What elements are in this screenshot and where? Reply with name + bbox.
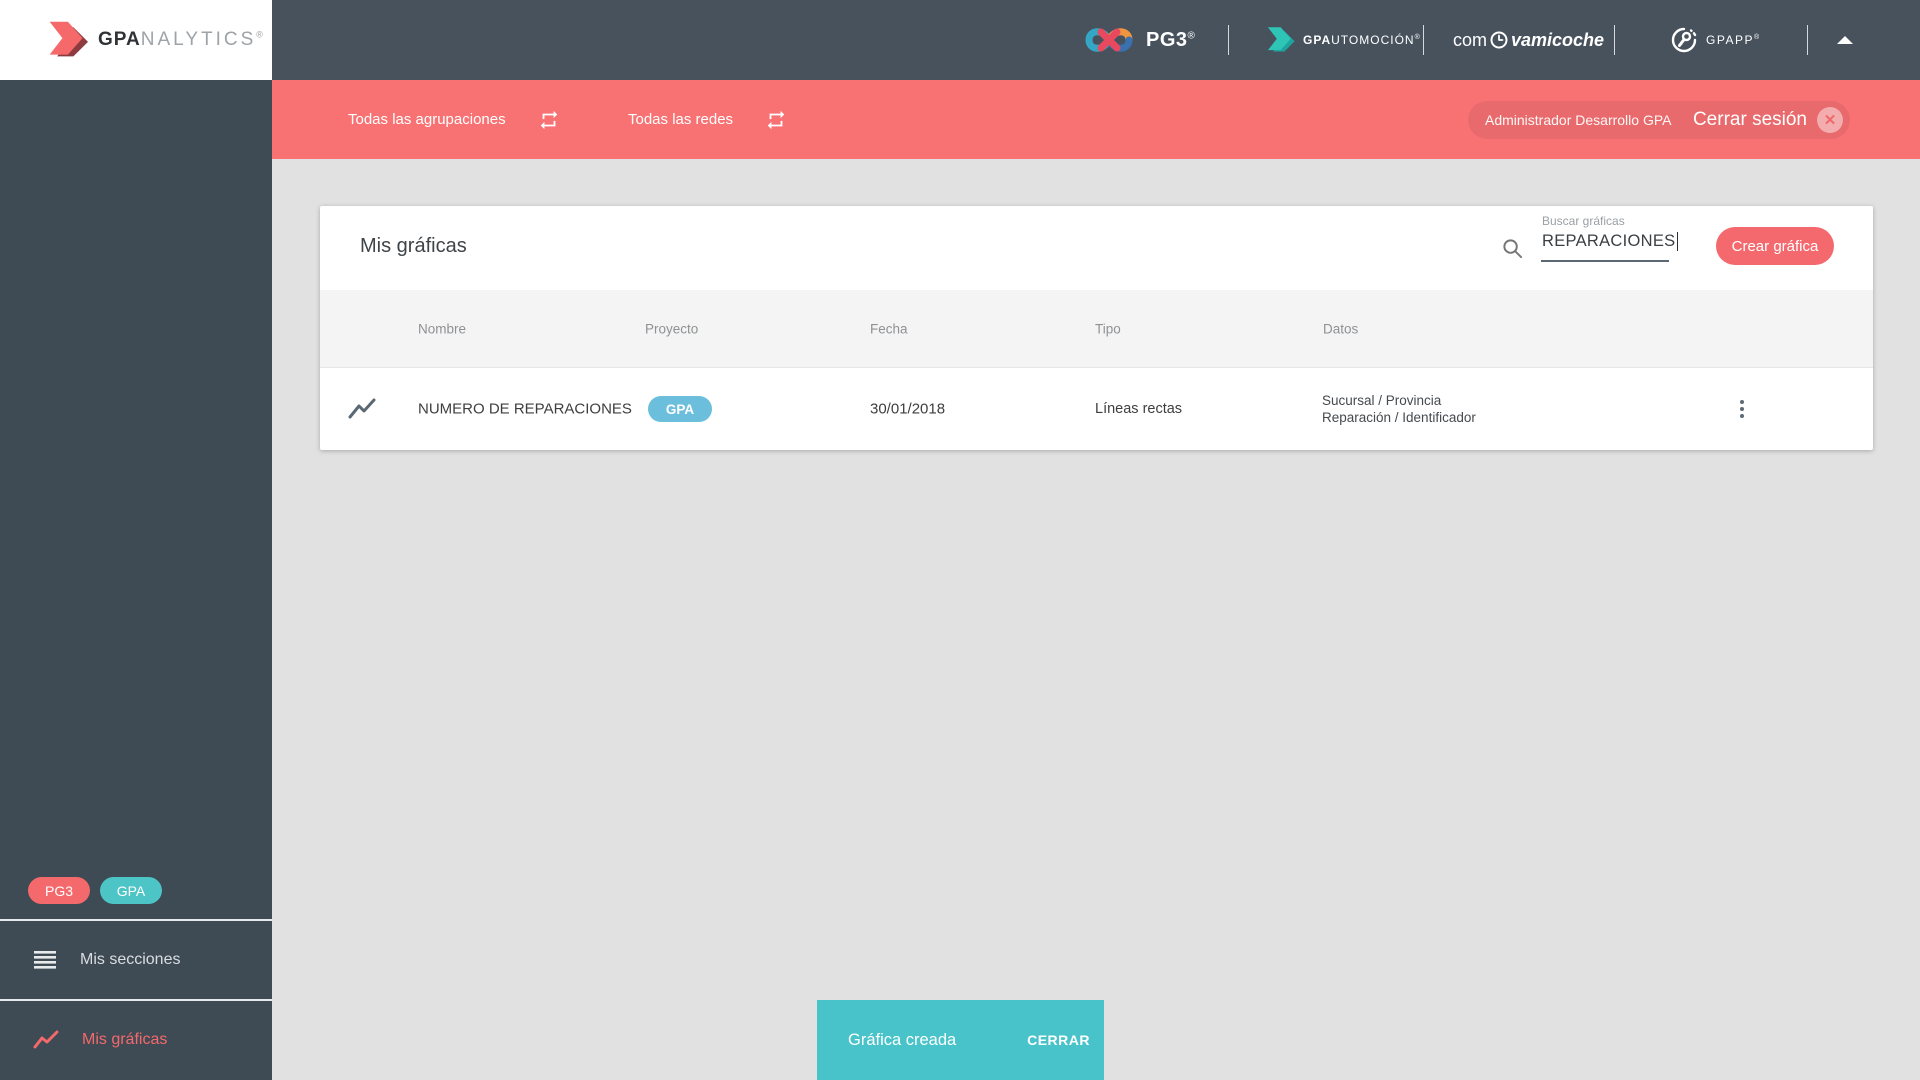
search-icon <box>1501 237 1524 265</box>
logout-button[interactable]: Cerrar sesión <box>1692 109 1807 130</box>
current-user-name: Administrador Desarrollo GPA <box>1485 112 1672 128</box>
sidebar-badge-gpa[interactable]: GPA <box>100 877 162 904</box>
sidebar: PG3 GPA Mis secciones Mis gráficas <box>0 80 272 1080</box>
header-divider <box>1228 25 1229 55</box>
gpautomocion-logo: GPAUTOMOCIÓN® <box>1265 0 1421 80</box>
table-row[interactable]: NUMERO DE REPARACIONES GPA 30/01/2018 Lí… <box>320 368 1873 450</box>
gpanalytics-arrow-icon <box>46 19 88 61</box>
cell-tipo: Líneas rectas <box>1095 401 1183 417</box>
sidebar-item-mis-secciones[interactable]: Mis secciones <box>0 921 272 999</box>
repeat-icon <box>538 109 560 131</box>
header-divider <box>1423 25 1424 55</box>
gpautomocion-arrow-icon <box>1265 26 1295 54</box>
sidebar-divider <box>0 919 272 921</box>
cell-proyecto: GPA <box>648 396 712 422</box>
filter-bar: Todas las agrupaciones Todas las redes A… <box>272 80 1920 159</box>
pg3-logo: PG3® <box>1082 0 1195 80</box>
chart-line-icon <box>347 397 377 421</box>
sidebar-item-label: Mis secciones <box>80 951 181 968</box>
header-divider <box>1807 25 1808 55</box>
project-badge: GPA <box>648 396 712 422</box>
column-header-datos: Datos <box>1323 321 1359 336</box>
sidebar-item-mis-graficas[interactable]: Mis gráficas <box>0 1001 272 1079</box>
column-header-tipo: Tipo <box>1095 321 1121 336</box>
row-more-options-icon[interactable] <box>1734 394 1750 424</box>
datos-line-2: Reparación / Identificador <box>1322 410 1476 425</box>
collapse-up-icon[interactable] <box>1837 36 1853 44</box>
column-header-proyecto: Proyecto <box>645 321 699 336</box>
cell-datos: Sucursal / Provincia Reparación / Identi… <box>1322 392 1476 426</box>
compravamicoche-logo: com vamicoche <box>1453 29 1605 50</box>
gpapp-wrench-icon <box>1670 26 1698 54</box>
search-input[interactable]: REPARACIONES <box>1542 232 1678 251</box>
sidebar-divider <box>0 999 272 1001</box>
page-title: Mis gráficas <box>360 235 467 257</box>
gpapp-logo: GPAPP® <box>1670 0 1761 80</box>
snackbar: Gráfica creada CERRAR <box>817 1000 1104 1080</box>
groupings-filter[interactable]: Todas las agrupaciones <box>348 80 560 159</box>
header-divider <box>1614 25 1615 55</box>
chart-line-icon <box>33 1030 59 1050</box>
search-underline <box>1541 260 1669 262</box>
networks-filter[interactable]: Todas las redes <box>628 80 787 159</box>
sidebar-badge-pg3[interactable]: PG3 <box>28 877 90 904</box>
pg3-infinity-icon <box>1082 23 1136 57</box>
logout-close-icon[interactable]: ✕ <box>1817 107 1843 133</box>
snackbar-close-button[interactable]: CERRAR <box>1027 1032 1090 1048</box>
header-collapse <box>1837 0 1853 80</box>
sidebar-item-label: Mis gráficas <box>82 1031 168 1048</box>
menu-icon <box>33 950 57 970</box>
column-header-nombre: Nombre <box>418 321 467 336</box>
text-cursor <box>1676 232 1678 251</box>
cell-nombre: NUMERO DE REPARACIONES <box>418 400 632 418</box>
gpanalytics-wordmark: GPANALYTICS® <box>98 29 264 50</box>
clock-icon <box>1489 30 1509 50</box>
table-header: Nombre Proyecto Fecha Tipo Datos <box>320 290 1873 368</box>
column-header-fecha: Fecha <box>870 321 908 336</box>
datos-line-1: Sucursal / Provincia <box>1322 393 1442 408</box>
search-field-label: Buscar gráficas <box>1542 214 1625 228</box>
snackbar-message: Gráfica creada <box>848 1030 957 1049</box>
cell-fecha: 30/01/2018 <box>870 400 946 418</box>
gpanalytics-logo: GPANALYTICS® <box>0 0 272 80</box>
create-chart-button[interactable]: Crear gráfica <box>1716 227 1834 265</box>
top-header: PG3® GPAUTOMOCIÓN® com vamicoche <box>272 0 1920 80</box>
repeat-icon <box>765 109 787 131</box>
networks-filter-label: Todas las redes <box>628 111 734 128</box>
charts-card: Mis gráficas Buscar gráficas REPARACIONE… <box>320 206 1873 450</box>
user-session-pill: Administrador Desarrollo GPA Cerrar sesi… <box>1468 101 1850 139</box>
main-content: Mis gráficas Buscar gráficas REPARACIONE… <box>272 159 1920 1080</box>
groupings-filter-label: Todas las agrupaciones <box>348 111 506 128</box>
